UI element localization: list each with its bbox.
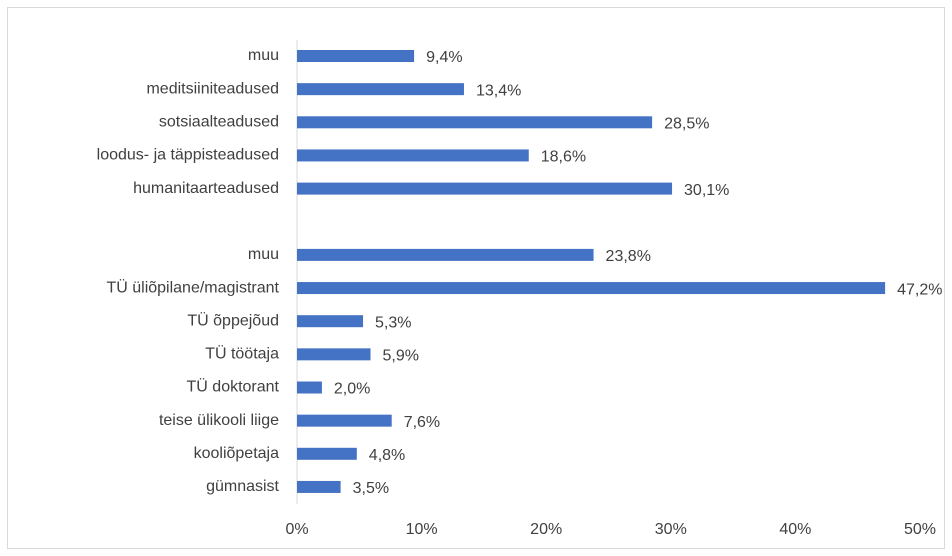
data-label: 30,1%: [684, 182, 729, 199]
y-tick-label: TÜ õppejõud: [187, 311, 279, 329]
data-label: 5,9%: [383, 348, 419, 365]
data-label: 23,8%: [606, 248, 651, 265]
bar: [297, 116, 653, 129]
x-tick-label: 20%: [530, 521, 562, 538]
data-label: 47,2%: [897, 281, 942, 298]
bar: [297, 50, 415, 62]
x-tick-label: 0%: [285, 521, 308, 538]
y-tick-label: teise ülikooli liige: [159, 412, 279, 429]
y-tick-label: humanitaarteadused: [133, 180, 279, 197]
data-label: 13,4%: [476, 82, 521, 99]
data-label: 7,6%: [404, 414, 440, 431]
bar: [297, 348, 371, 361]
bar: [297, 414, 392, 427]
data-label: 18,6%: [541, 149, 586, 166]
data-label: 5,3%: [375, 314, 411, 331]
x-tick-label: 50%: [904, 521, 936, 538]
bar: [297, 315, 364, 328]
data-label: 3,5%: [353, 480, 389, 497]
y-tick-label: muu: [248, 246, 279, 263]
data-label: 9,4%: [426, 49, 462, 66]
y-tick-label: muu: [248, 47, 279, 64]
y-tick-label: loodus- ja täppisteadused: [97, 147, 279, 164]
y-tick-label: TÜ üliõpilane/magistrant: [106, 278, 279, 296]
bar: [297, 248, 594, 261]
bar: [297, 182, 673, 195]
y-tick-label: kooliõpetaja: [194, 445, 280, 462]
y-tick-label: TÜ doktorant: [187, 378, 280, 396]
y-tick-label: gümnasist: [206, 478, 279, 495]
data-label: 28,5%: [664, 116, 709, 133]
chart-border: [7, 7, 945, 549]
x-tick-label: 40%: [779, 521, 811, 538]
y-tick-label: meditsiiniteadused: [146, 80, 279, 97]
bar: [297, 381, 322, 394]
data-label: 4,8%: [369, 447, 405, 464]
bar: [297, 83, 464, 96]
y-tick-label: sotsiaalteadused: [159, 114, 279, 131]
bar: [297, 480, 341, 493]
bar: [297, 447, 357, 460]
x-tick-label: 30%: [655, 521, 687, 538]
x-tick-label: 10%: [406, 521, 438, 538]
bar: [297, 282, 886, 295]
y-tick-label: TÜ töötaja: [205, 345, 279, 363]
bar: [297, 149, 529, 162]
data-label: 2,0%: [334, 381, 370, 398]
